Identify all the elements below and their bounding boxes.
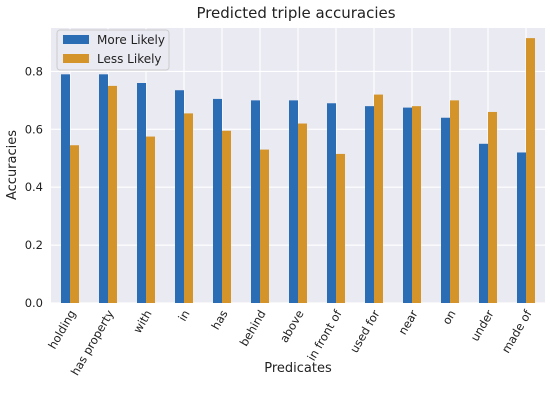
bar-less-likely	[488, 111, 497, 304]
bar-more-likely	[479, 143, 488, 303]
x-tick-label: near	[395, 307, 420, 337]
x-tick-label: used for	[347, 307, 383, 355]
bar-less-likely	[298, 123, 307, 304]
bars	[61, 38, 535, 304]
bar-more-likely	[99, 74, 108, 303]
bar-more-likely	[327, 103, 336, 304]
y-tick-label: 0.4	[25, 180, 43, 194]
y-tick-label: 0.6	[25, 122, 43, 136]
legend-label-more-likely: More Likely	[97, 33, 165, 47]
bar-less-likely	[336, 153, 345, 303]
y-tick-label: 0.8	[25, 64, 43, 78]
bar-less-likely	[146, 136, 155, 303]
x-tick-label: under	[468, 307, 497, 343]
bar-less-likely	[526, 38, 535, 303]
bar-less-likely	[70, 145, 79, 303]
bar-more-likely	[517, 152, 526, 303]
bar-less-likely	[412, 106, 421, 303]
y-axis-label: Accuracies	[5, 130, 20, 200]
x-tick-label: with	[130, 308, 154, 336]
bar-more-likely	[175, 90, 184, 303]
x-tick-label: holding	[45, 308, 78, 352]
chart-title: Predicted triple accuracies	[196, 4, 395, 22]
x-axis-label: Predicates	[264, 361, 332, 376]
bar-more-likely	[365, 106, 374, 303]
bar-less-likely	[260, 149, 269, 303]
bar-more-likely	[441, 117, 450, 303]
bar-more-likely	[213, 98, 222, 303]
legend-swatch-less-likely	[63, 54, 89, 63]
bar-less-likely	[450, 100, 459, 303]
y-axis-ticks: 0.0 0.2 0.4 0.6 0.8	[25, 64, 43, 310]
y-tick-label: 0.0	[25, 296, 43, 310]
legend: More Likely Less Likely	[56, 29, 170, 71]
bar-less-likely	[184, 113, 193, 303]
x-tick-label: above	[277, 308, 307, 346]
x-tick-label: in	[175, 308, 192, 324]
x-tick-label: has	[208, 307, 230, 332]
x-tick-label: on	[439, 308, 458, 327]
bar-less-likely	[108, 85, 117, 303]
bar-more-likely	[251, 100, 260, 303]
bar-more-likely	[137, 83, 146, 303]
x-tick-label: made of	[499, 307, 535, 356]
bar-more-likely	[403, 107, 412, 304]
legend-label-less-likely: Less Likely	[97, 52, 162, 66]
x-tick-label: behind	[237, 308, 269, 349]
legend-swatch-more-likely	[63, 35, 89, 44]
bar-more-likely	[61, 74, 70, 303]
y-tick-label: 0.2	[25, 238, 43, 252]
bar-more-likely	[289, 100, 298, 303]
bar-less-likely	[374, 94, 383, 303]
x-tick-label: in front of	[304, 307, 345, 364]
bar-less-likely	[222, 130, 231, 303]
